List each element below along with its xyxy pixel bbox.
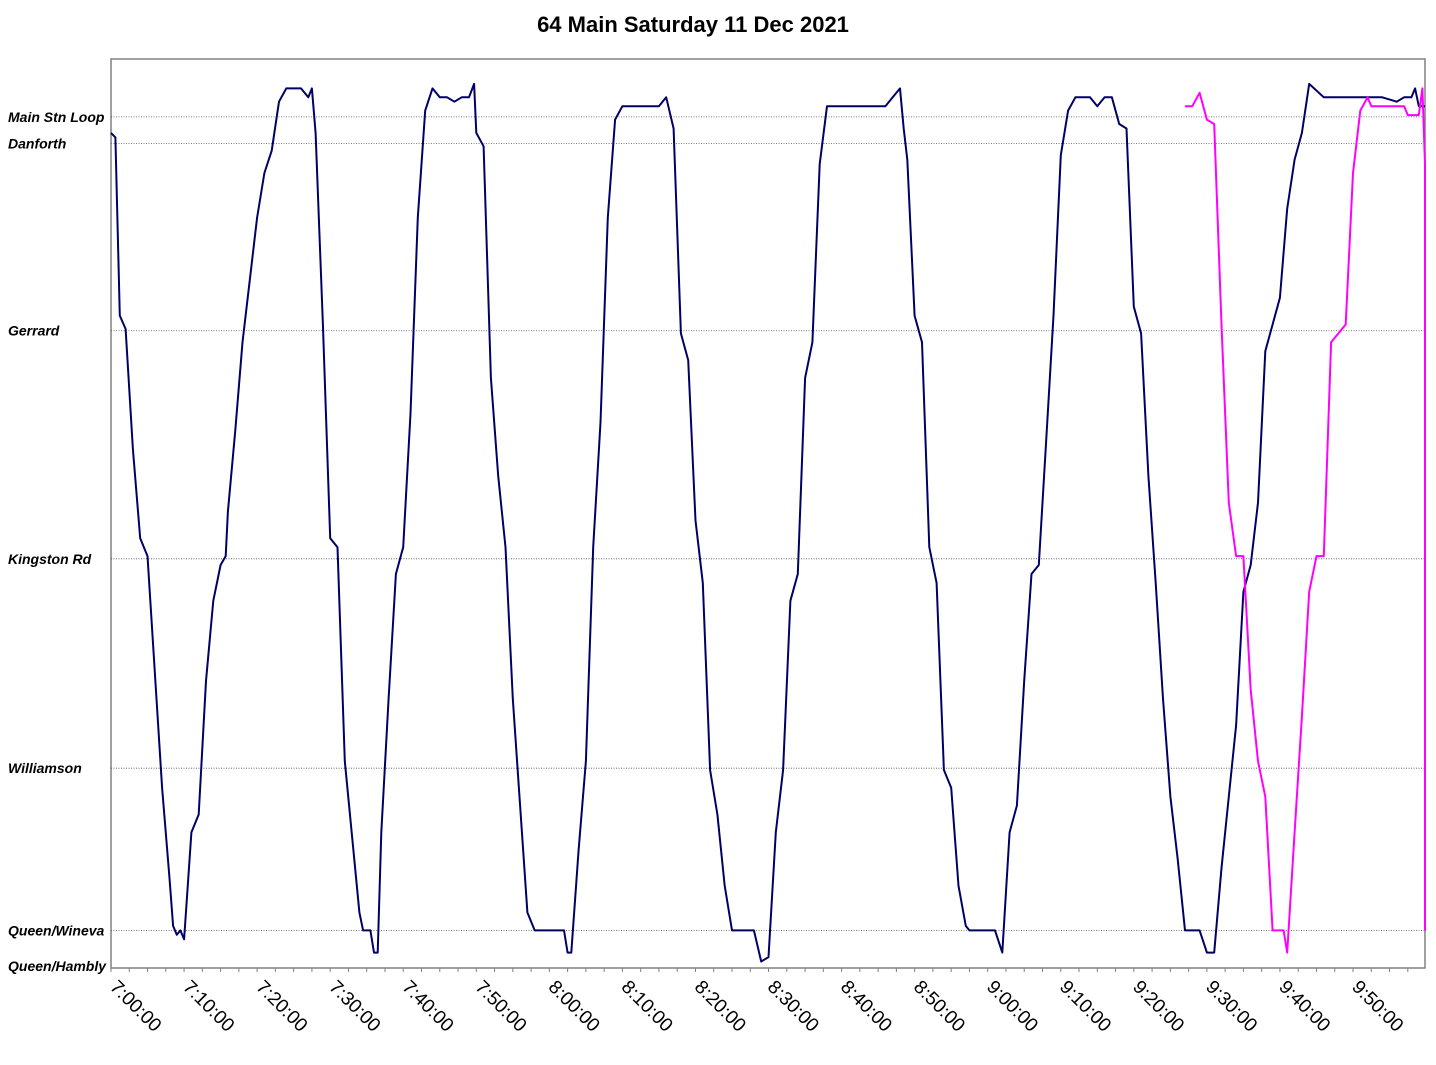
x-tick-label: 7:30:00	[325, 977, 385, 1037]
x-tick-label: 9:50:00	[1347, 977, 1407, 1037]
y-tick-label: Gerrard	[8, 323, 60, 339]
x-tick-label: 8:30:00	[763, 977, 823, 1037]
y-tick-label: Main Stn Loop	[8, 109, 105, 125]
x-tick-label: 8:10:00	[617, 977, 677, 1037]
y-axis-labels: Main Stn Loop Danforth Gerrard Kingston Rd W…	[8, 109, 107, 974]
x-tick-label: 9:30:00	[1201, 977, 1261, 1037]
x-tick-label: 8:50:00	[909, 977, 969, 1037]
chart-title: 64 Main Saturday 11 Dec 2021	[537, 12, 849, 37]
x-tick-label: 7:40:00	[398, 977, 458, 1037]
x-tick-label: 9:20:00	[1128, 977, 1188, 1037]
x-tick-label: 8:00:00	[544, 977, 604, 1037]
x-tick-label: 8:40:00	[836, 977, 896, 1037]
x-tick-label: 7:20:00	[252, 977, 312, 1037]
x-tick-label: 7:00:00	[105, 977, 165, 1037]
series-layer	[110, 82, 1426, 963]
x-tick-label: 9:10:00	[1055, 977, 1115, 1037]
x-tick-label: 9:40:00	[1274, 977, 1334, 1037]
x-tick-label: 7:50:00	[471, 977, 531, 1037]
y-tick-label: Queen/Wineva	[8, 922, 105, 938]
y-tick-label: Queen/Hambly	[8, 958, 107, 974]
x-tick-label: 8:20:00	[690, 977, 750, 1037]
x-axis-ticks: 7:00:00 7:10:00 7:20:00 7:30:00 7:40:00 7:50:…	[105, 968, 1409, 1037]
y-tick-label: Williamson	[8, 760, 82, 776]
series-line-2	[1185, 87, 1426, 954]
plot-frame	[110, 58, 1426, 969]
y-tick-label: Danforth	[8, 136, 66, 152]
y-tick-label: Kingston Rd	[8, 551, 92, 567]
series-line-1	[110, 82, 1425, 963]
x-tick-label: 9:00:00	[982, 977, 1042, 1037]
x-tick-label: 7:10:00	[179, 977, 239, 1037]
